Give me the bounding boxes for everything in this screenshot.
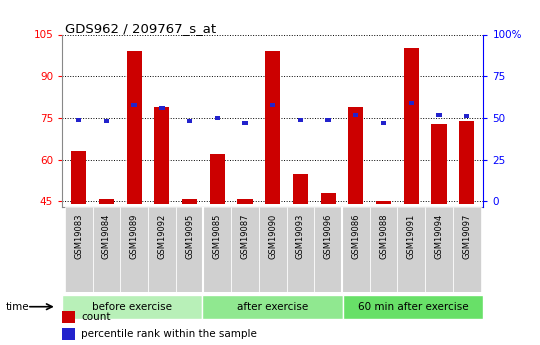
FancyBboxPatch shape [176,207,204,292]
Text: GSM19086: GSM19086 [352,214,360,259]
Bar [62,328,75,340]
FancyBboxPatch shape [425,207,453,292]
Bar [409,101,414,105]
Bar [381,121,386,125]
Bar [99,199,114,204]
Bar [62,310,75,323]
Bar [293,174,308,204]
Bar [403,48,419,204]
Bar [265,51,280,204]
Bar [238,199,253,204]
Text: time: time [5,302,29,312]
FancyBboxPatch shape [204,207,231,292]
Bar [159,106,165,110]
Text: 60 min after exercise: 60 min after exercise [358,302,468,312]
Text: GSM19089: GSM19089 [130,214,139,259]
Bar [126,51,142,204]
Bar [353,112,359,117]
Text: GSM19084: GSM19084 [102,214,111,259]
FancyBboxPatch shape [314,207,342,292]
Text: GSM19085: GSM19085 [213,214,222,259]
Text: after exercise: after exercise [237,302,308,312]
Text: GSM19096: GSM19096 [323,214,333,259]
Text: GSM19097: GSM19097 [462,214,471,259]
Text: GDS962 / 209767_s_at: GDS962 / 209767_s_at [65,22,216,36]
Bar [431,124,447,204]
FancyBboxPatch shape [148,207,176,292]
Bar [436,112,442,117]
FancyBboxPatch shape [231,207,259,292]
FancyBboxPatch shape [120,207,148,292]
FancyBboxPatch shape [397,207,425,292]
Text: GSM19090: GSM19090 [268,214,277,259]
Text: GSM19087: GSM19087 [240,214,249,259]
FancyBboxPatch shape [92,207,120,292]
Bar [214,116,220,120]
Bar [348,107,363,204]
Text: GSM19091: GSM19091 [407,214,416,259]
FancyBboxPatch shape [343,295,483,318]
Text: GSM19092: GSM19092 [157,214,166,259]
Bar [71,151,86,204]
Bar [131,102,137,107]
Text: GSM19095: GSM19095 [185,214,194,259]
Bar [270,102,275,107]
Bar [182,199,197,204]
Text: GSM19094: GSM19094 [435,214,443,259]
FancyBboxPatch shape [62,295,202,318]
Bar [76,118,82,122]
FancyBboxPatch shape [259,207,287,292]
Bar [298,118,303,122]
Text: count: count [81,312,111,322]
FancyBboxPatch shape [287,207,314,292]
FancyBboxPatch shape [65,207,92,292]
Bar [464,114,469,118]
Bar [210,154,225,204]
Bar [376,201,391,204]
FancyBboxPatch shape [342,207,370,292]
Bar [242,121,248,125]
FancyBboxPatch shape [370,207,397,292]
Bar [187,119,192,124]
FancyBboxPatch shape [453,207,481,292]
Text: before exercise: before exercise [92,302,172,312]
Text: percentile rank within the sample: percentile rank within the sample [81,329,257,339]
Text: GSM19088: GSM19088 [379,214,388,259]
Bar [326,118,331,122]
Text: GSM19093: GSM19093 [296,214,305,259]
Text: GSM19083: GSM19083 [74,214,83,259]
Bar [321,193,336,204]
Bar [104,119,109,124]
Bar [154,107,170,204]
Bar [459,121,474,204]
FancyBboxPatch shape [202,295,343,318]
